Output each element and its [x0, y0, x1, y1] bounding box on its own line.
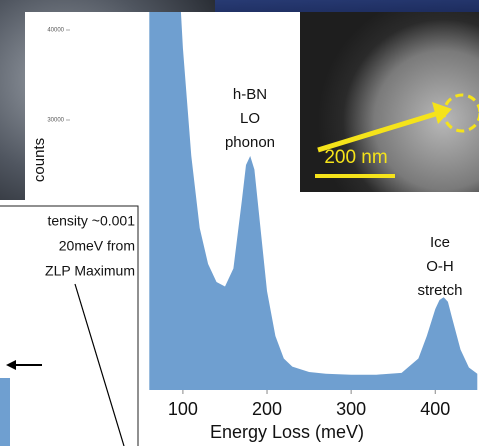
annotation: Ice [430, 234, 450, 251]
zoom-panel: tensity ~0.001 20meV from ZLP Maximum [0, 206, 138, 446]
x-tick-label: 100 [168, 399, 198, 419]
x-axis-label: Energy Loss (meV) [210, 422, 364, 442]
y-axis-label: counts [31, 138, 48, 182]
figure: counts Energy Loss (meV) 100 200 300 400 300… [0, 0, 479, 446]
zoom-area [0, 378, 10, 446]
annotation: LO [240, 110, 260, 127]
zoom-text: tensity ~0.001 [47, 213, 135, 229]
y-tick-label: 40000 [47, 28, 64, 34]
annotation: phonon [225, 134, 275, 151]
x-tick-label: 200 [252, 399, 282, 419]
annotation: h-BN [233, 86, 267, 103]
inset-image: 200 nm [300, 12, 479, 192]
zoom-text: 20meV from [59, 238, 135, 254]
x-tick-label: 300 [336, 399, 366, 419]
x-tick-label: 400 [420, 399, 450, 419]
y-tick-label: 30000 [47, 118, 64, 124]
scale-bar-label: 200 nm [324, 147, 387, 168]
scale-bar [315, 174, 395, 178]
zoom-text: ZLP Maximum [45, 263, 135, 279]
annotation: stretch [417, 282, 462, 299]
annotation: O-H [426, 258, 454, 275]
